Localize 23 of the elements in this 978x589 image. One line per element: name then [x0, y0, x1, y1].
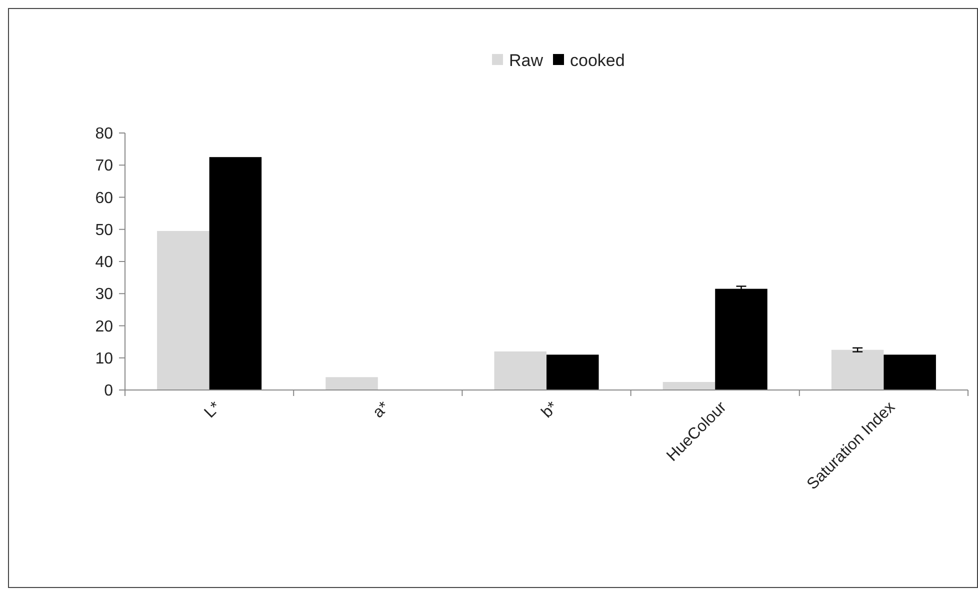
y-tick-label: 20 — [95, 318, 114, 336]
y-tick-label: 50 — [95, 222, 114, 239]
x-tick-label: L* — [201, 398, 224, 422]
y-tick-label: 60 — [95, 190, 114, 207]
bar — [157, 230, 210, 390]
y-tick-label: 30 — [95, 286, 114, 304]
bar — [662, 382, 716, 390]
bar — [884, 354, 936, 390]
bar — [546, 354, 599, 390]
y-tick-label: 40 — [95, 254, 114, 272]
bar — [209, 157, 262, 390]
y-tick-label: 70 — [95, 158, 114, 175]
x-tick-label: b* — [538, 398, 562, 422]
legend-label: Raw — [509, 50, 544, 70]
bar — [715, 288, 768, 390]
bar — [326, 377, 378, 390]
y-tick-label: 80 — [95, 126, 114, 143]
bar — [494, 351, 546, 390]
x-tick-label: a* — [370, 398, 393, 422]
bar — [831, 350, 884, 390]
legend-label: cooked — [570, 50, 625, 70]
y-tick-label: 0 — [104, 382, 114, 400]
y-tick-label: 10 — [95, 350, 114, 368]
